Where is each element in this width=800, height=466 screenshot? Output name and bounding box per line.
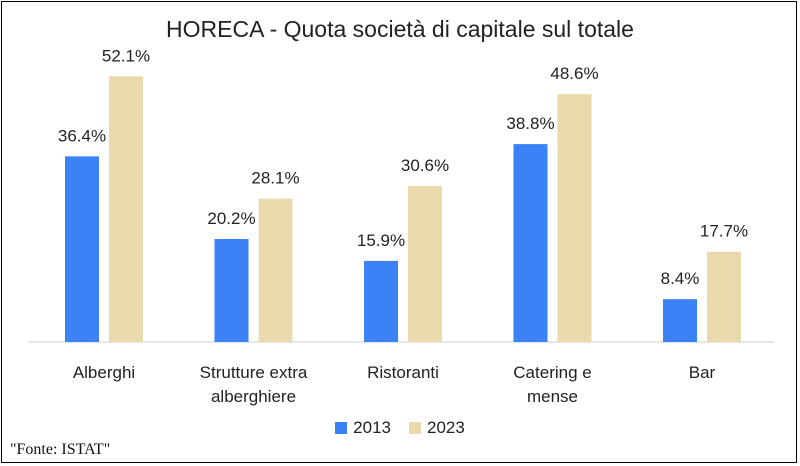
bar-2013-2	[364, 260, 398, 342]
data-label-2023-0: 52.1%	[102, 46, 150, 65]
legend-label-2023: 2023	[427, 418, 465, 437]
bar-2013-1	[214, 238, 249, 342]
legend: 2013 2023	[0, 418, 800, 438]
bar-2013-3	[513, 144, 548, 342]
data-label-2013-1: 20.2%	[207, 209, 255, 228]
data-label-2013-4: 8.4%	[661, 269, 700, 288]
bar-2023-1	[258, 198, 293, 342]
category-label-1: alberghiere	[211, 387, 296, 406]
data-label-2013-0: 36.4%	[58, 126, 106, 145]
category-label-0: Alberghi	[73, 363, 135, 382]
bar-2023-2	[408, 185, 442, 342]
data-label-2023-4: 17.7%	[700, 222, 748, 241]
bar-2013-4	[663, 299, 697, 342]
source-note: "Fonte: ISTAT"	[10, 441, 111, 458]
chart-title: HORECA - Quota società di capitale sul t…	[166, 16, 634, 42]
bar-2013-0	[65, 156, 99, 342]
bar-2023-3	[557, 94, 592, 342]
category-label-3: mense	[527, 387, 578, 406]
legend-swatch-2013	[335, 422, 348, 434]
data-label-2013-3: 38.8%	[506, 114, 554, 133]
legend-item-2013: 2013	[335, 418, 391, 438]
bar-2023-0	[109, 76, 143, 342]
legend-label-2013: 2013	[353, 418, 391, 437]
legend-item-2023: 2023	[409, 418, 465, 438]
data-label-2013-2: 15.9%	[357, 231, 405, 250]
category-label-1: Strutture extra	[200, 363, 308, 382]
category-label-4: Bar	[689, 363, 716, 382]
data-label-2023-1: 28.1%	[251, 169, 299, 188]
category-label-2: Ristoranti	[367, 363, 439, 382]
category-label-3: Catering e	[513, 363, 591, 382]
data-label-2023-3: 48.6%	[550, 64, 598, 83]
bar-2023-4	[707, 251, 741, 342]
legend-swatch-2023	[409, 422, 421, 434]
data-label-2023-2: 30.6%	[401, 156, 449, 175]
